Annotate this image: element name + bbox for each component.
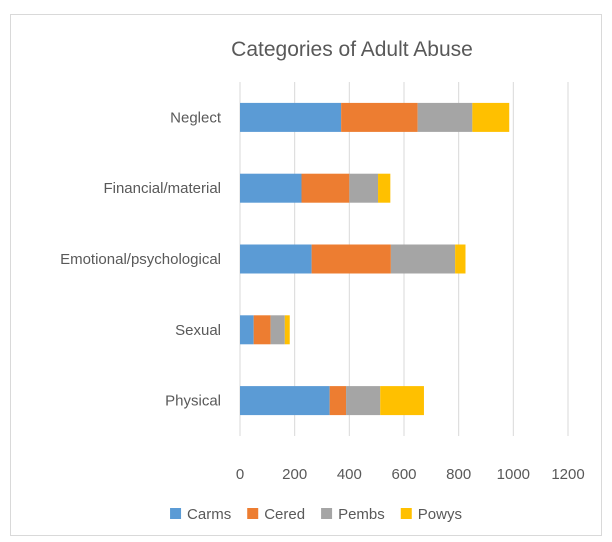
legend-label-cered: Cered	[264, 506, 305, 523]
category-label: Physical	[165, 393, 221, 410]
category-axis-labels: Neglect Financial/material Emotional/psych…	[60, 109, 222, 409]
legend-swatch-pembs	[321, 508, 333, 519]
legend-swatch-carms	[170, 508, 182, 519]
bar-cered-financial-material	[301, 173, 350, 203]
bar-pembs-financial-material	[349, 173, 379, 203]
bar-powys-emotional-psychological	[455, 244, 466, 274]
bar-cered-neglect	[341, 102, 418, 132]
x-tick-label: 800	[446, 466, 471, 483]
legend-swatch-cered	[247, 508, 259, 519]
category-label: Neglect	[170, 109, 222, 126]
bar-pembs-emotional-psychological	[390, 244, 456, 274]
bar-cered-emotional-psychological	[311, 244, 391, 274]
legend-swatch-powys	[400, 508, 412, 519]
legend-label-powys: Powys	[418, 506, 462, 523]
bar-carms-sexual	[240, 315, 254, 345]
bar-carms-physical	[240, 386, 330, 416]
bar-powys-physical	[380, 386, 424, 416]
bar-carms-financial-material	[240, 173, 302, 203]
bar-pembs-neglect	[417, 102, 473, 132]
x-tick-label: 200	[282, 466, 307, 483]
bar-powys-financial-material	[378, 173, 391, 203]
bar-cered-sexual	[253, 315, 271, 345]
category-label: Financial/material	[103, 180, 221, 197]
bar-carms-emotional-psychological	[240, 244, 312, 274]
bar-pembs-sexual	[270, 315, 285, 345]
x-tick-label: 400	[337, 466, 362, 483]
x-tick-label: 1200	[551, 466, 584, 483]
bar-powys-sexual	[284, 315, 290, 345]
legend: Carms Cered Pembs Powys	[170, 506, 462, 523]
legend-label-pembs: Pembs	[338, 506, 385, 523]
category-label: Emotional/psychological	[60, 251, 221, 268]
x-tick-label: 0	[236, 466, 244, 483]
category-label: Sexual	[175, 322, 221, 339]
bar-cered-physical	[329, 386, 347, 416]
x-tick-label: 600	[391, 466, 416, 483]
chart-title: Categories of Adult Abuse	[231, 38, 473, 61]
value-axis-tick-labels: 0 200 400 600 800 1000 1200	[236, 466, 585, 483]
bar-pembs-physical	[346, 386, 381, 416]
x-tick-label: 1000	[497, 466, 530, 483]
chart-frame	[10, 14, 602, 536]
bar-carms-neglect	[240, 102, 342, 132]
bar-powys-neglect	[472, 102, 510, 132]
legend-label-carms: Carms	[187, 506, 231, 523]
bars	[240, 102, 510, 416]
